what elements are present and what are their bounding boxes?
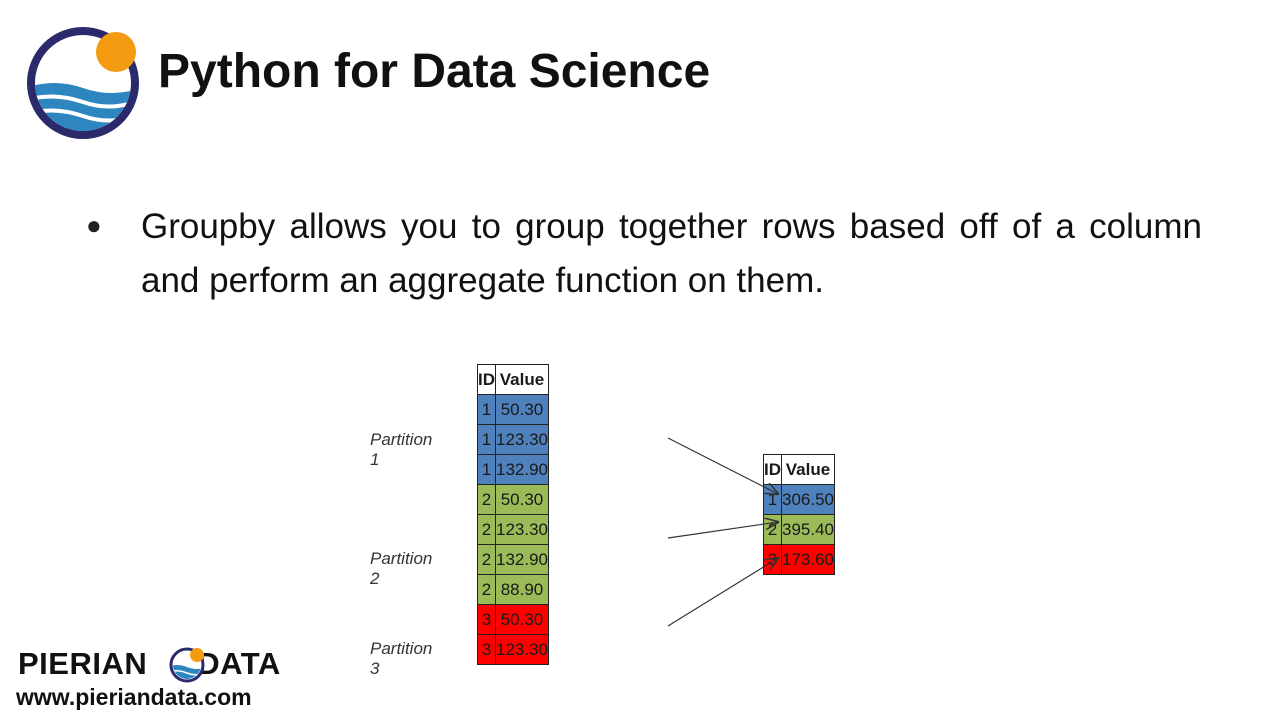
cell-id: 1 — [477, 394, 496, 425]
partition-label-3: Partition 3 — [370, 639, 433, 678]
table-row: 3 123.30 — [477, 634, 549, 665]
brand-name: PIERIAN DATA — [18, 646, 281, 682]
table-row: 3 50.30 — [477, 604, 549, 635]
arrow-partition-3 — [667, 558, 778, 627]
partition-label-1: Partition 1 — [370, 430, 433, 469]
table-row: 2 132.90 — [477, 544, 549, 575]
input-header-value: Value — [495, 364, 549, 395]
cell-id: 1 — [477, 454, 496, 485]
pierian-logo-icon — [169, 647, 205, 683]
cell-value: 395.40 — [781, 514, 835, 545]
partition-label-2: Partition 2 — [370, 549, 433, 588]
table-row: 2 50.30 — [477, 484, 549, 515]
bullet-dot-icon: ● — [86, 210, 102, 240]
cell-value: 123.30 — [495, 514, 549, 545]
brand-name-right: DATA — [197, 646, 281, 681]
cell-value: 123.30 — [495, 634, 549, 665]
table-row: 2 123.30 — [477, 514, 549, 545]
output-header-id: ID — [763, 454, 782, 485]
cell-value: 173.60 — [781, 544, 835, 575]
table-row: 2 88.90 — [477, 574, 549, 605]
cell-value: 50.30 — [495, 484, 549, 515]
cell-value: 88.90 — [495, 574, 549, 605]
output-table: ID Value 1 306.50 2 395.40 3 173.60 — [763, 454, 835, 575]
bullet-text: Groupby allows you to group together row… — [141, 207, 1202, 300]
brand-name-left: PIERIAN — [18, 646, 148, 681]
cell-id: 1 — [477, 424, 496, 455]
cell-id: 2 — [477, 574, 496, 605]
arrow-partition-2 — [667, 522, 778, 539]
cell-id: 2 — [477, 514, 496, 545]
page-title: Python for Data Science — [158, 45, 711, 98]
input-table: ID Value 1 50.30 1 123.30 1 132.90 2 50.30 2… — [477, 364, 549, 665]
input-header-id: ID — [477, 364, 496, 395]
arrow-partition-1 — [667, 437, 778, 494]
cell-value: 132.90 — [495, 454, 549, 485]
output-header-value: Value — [781, 454, 835, 485]
cell-value: 123.30 — [495, 424, 549, 455]
table-row: 1 132.90 — [477, 454, 549, 485]
cell-id: 2 — [477, 484, 496, 515]
brand-url: www.pieriandata.com — [16, 684, 252, 710]
table-row: 1 123.30 — [477, 424, 549, 455]
cell-value: 132.90 — [495, 544, 549, 575]
python-data-science-logo — [27, 27, 139, 139]
cell-value: 50.30 — [495, 604, 549, 635]
aggregation-arrows — [667, 437, 980, 627]
